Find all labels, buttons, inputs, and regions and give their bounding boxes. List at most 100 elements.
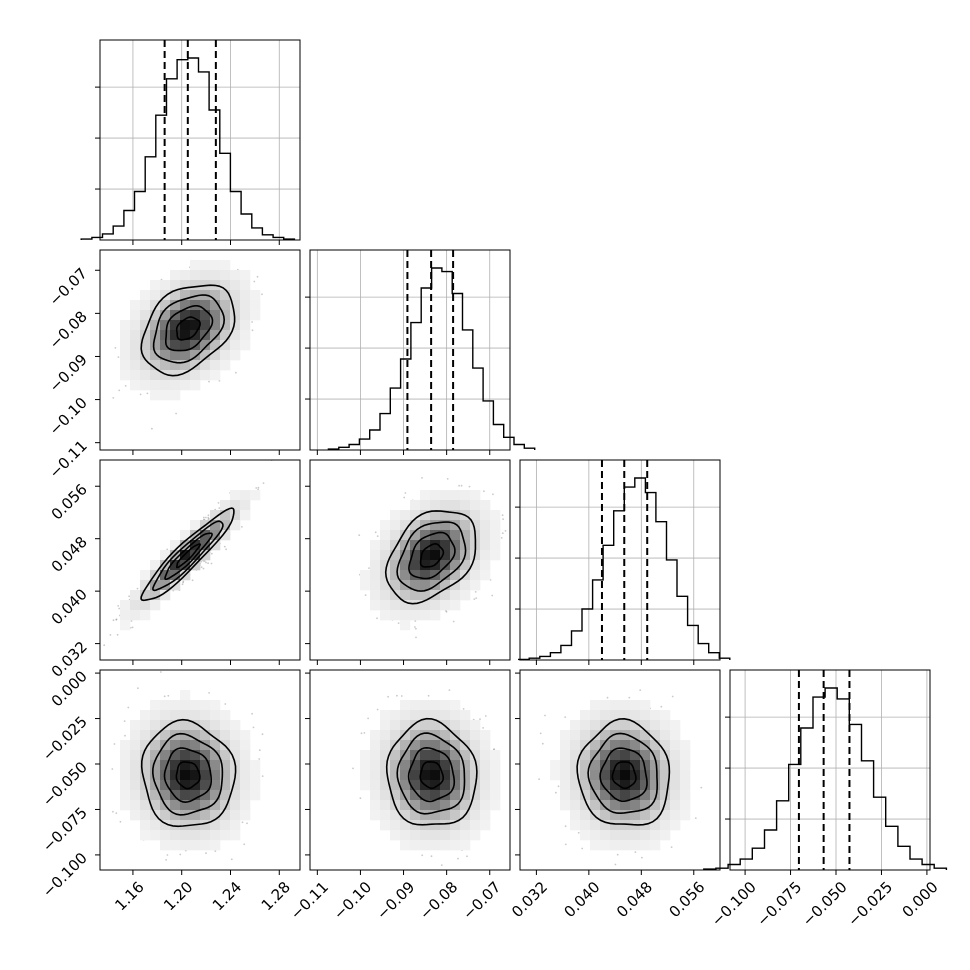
sample-point: [252, 726, 255, 729]
density-cell: [190, 530, 201, 541]
sample-point: [218, 379, 221, 382]
sample-point: [207, 516, 210, 519]
density-cell: [450, 560, 461, 571]
density-cell: [140, 300, 151, 311]
density-cell: [380, 560, 391, 571]
sample-point: [210, 562, 213, 565]
panel-0-2: [95, 459, 301, 665]
density-cell: [130, 600, 141, 611]
density-cell: [130, 610, 141, 621]
density-cell: [120, 320, 131, 331]
density-cell: [220, 520, 231, 531]
sample-point: [166, 854, 169, 856]
density-cell: [160, 590, 171, 601]
density-cell: [380, 570, 391, 581]
density-cell: [220, 510, 231, 521]
sample-point: [474, 591, 477, 593]
density-cell: [240, 270, 251, 281]
sample-point: [208, 692, 211, 694]
density-cell: [190, 320, 201, 331]
sample-point: [364, 594, 367, 596]
density-cell: [220, 320, 231, 331]
density-cell: [150, 300, 161, 311]
density-cell: [470, 500, 481, 511]
panel-frame: [309, 459, 511, 661]
sample-point: [117, 605, 120, 607]
panel-0-1: [95, 249, 301, 455]
density-cell: [390, 530, 401, 541]
density-cell: [390, 520, 401, 531]
density-cell: [240, 280, 251, 291]
density-cell: [130, 370, 141, 381]
density-cell: [390, 550, 401, 561]
density-cell: [170, 280, 181, 291]
sample-point: [131, 626, 134, 629]
sample-point: [225, 548, 228, 551]
density-cell: [170, 390, 181, 401]
density-cell: [200, 360, 211, 371]
density-cell: [420, 590, 431, 601]
sample-point: [376, 617, 378, 620]
sample-point: [452, 620, 455, 623]
density-cell: [390, 610, 401, 621]
sample-point: [182, 580, 185, 583]
sample-point: [129, 626, 132, 629]
density-cell: [150, 380, 161, 391]
density-cell: [220, 500, 231, 511]
density-cell: [420, 550, 431, 561]
density-cell: [440, 550, 451, 561]
sample-point: [358, 534, 361, 537]
sample-point: [421, 477, 423, 479]
density-cell: [440, 590, 451, 601]
density-cell: [180, 320, 191, 331]
density-cell: [120, 600, 131, 611]
density-cell: [130, 310, 141, 321]
density-cell: [250, 300, 261, 311]
contour-line: [176, 543, 202, 569]
density-cell: [440, 570, 451, 581]
density-cell: [190, 260, 201, 271]
density-cell: [150, 350, 161, 361]
sample-point: [445, 609, 447, 612]
sample-point: [191, 579, 194, 582]
density-cell: [410, 580, 421, 591]
sample-point: [255, 487, 258, 489]
density-cell: [130, 350, 141, 361]
density-cell: [420, 560, 431, 571]
density-cell: [160, 360, 171, 371]
sample-point: [115, 618, 118, 621]
density-cell: [140, 340, 151, 351]
density-cell: [370, 540, 381, 551]
density-cell: [380, 600, 391, 611]
density-cell: [230, 510, 241, 521]
density-cell: [210, 320, 221, 331]
density-cell: [400, 560, 411, 571]
density-cell: [120, 350, 131, 361]
density-cell: [120, 620, 131, 631]
density-cell: [180, 290, 191, 301]
density-cell: [470, 490, 481, 501]
density-cell: [480, 560, 491, 571]
density-cell: [190, 310, 201, 321]
density-cell: [490, 550, 501, 561]
sample-point: [113, 743, 116, 745]
density-cell: [380, 550, 391, 561]
density-cell: [160, 310, 171, 321]
density-cell: [200, 300, 211, 311]
density-cell: [430, 540, 441, 551]
sample-point: [167, 694, 170, 697]
sample-point: [175, 412, 178, 415]
density-cell: [210, 520, 221, 531]
density-cell: [180, 380, 191, 391]
density-cell: [420, 580, 431, 591]
density-cell: [450, 580, 461, 591]
sample-point: [468, 485, 471, 488]
density-cell: [410, 600, 421, 611]
sample-point: [202, 516, 205, 519]
sample-point: [368, 567, 370, 569]
sample-point: [115, 812, 118, 814]
density-cell: [150, 600, 161, 611]
density-cell: [190, 370, 201, 381]
density-cell: [180, 300, 191, 311]
sample-point: [243, 843, 246, 846]
